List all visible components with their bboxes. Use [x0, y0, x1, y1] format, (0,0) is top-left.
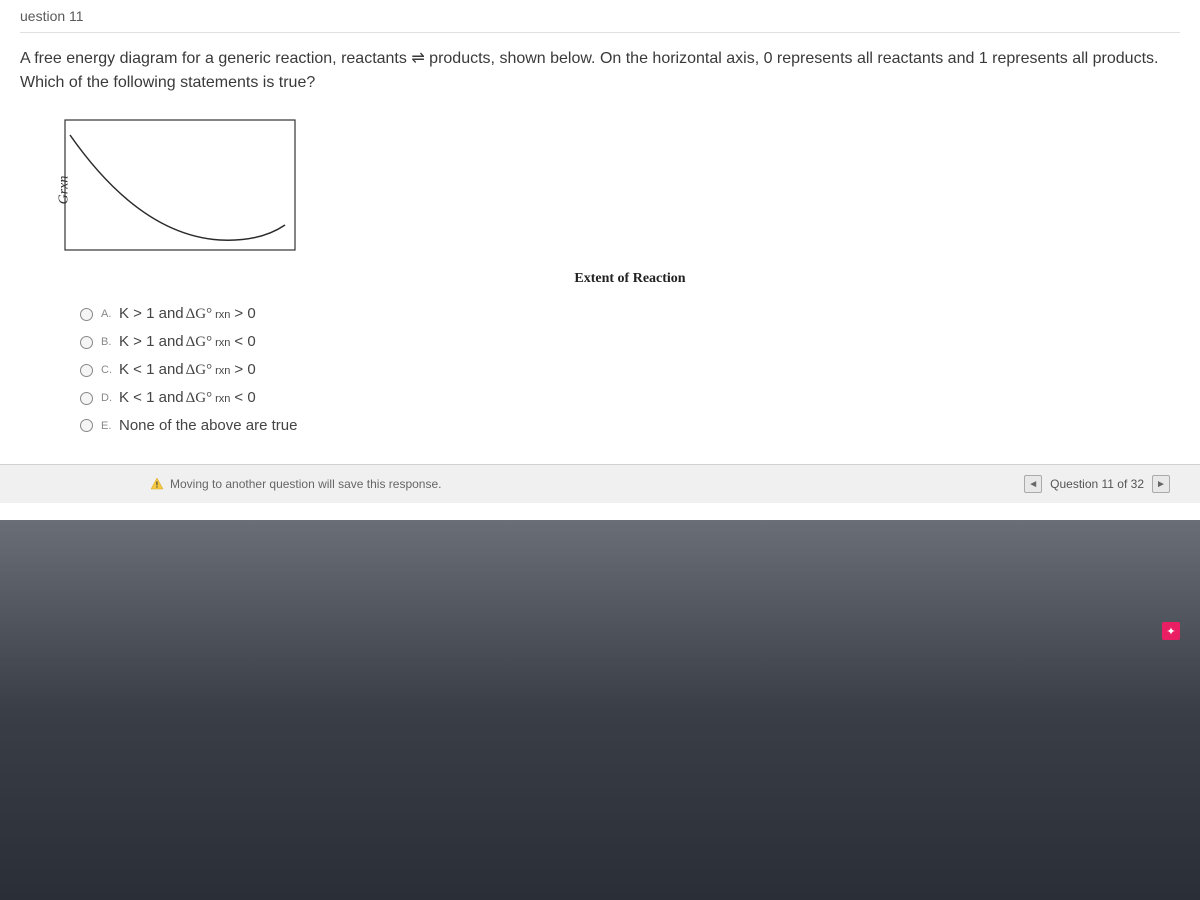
footer-progress: ◄ Question 11 of 32 ► [1024, 475, 1170, 493]
option-text-a: K > 1 and ΔG°rxn > 0 [119, 305, 256, 323]
option-c[interactable]: C. K < 1 and ΔG°rxn > 0 [80, 361, 1180, 379]
option-a[interactable]: A. K > 1 and ΔG°rxn > 0 [80, 305, 1180, 323]
option-letter-a: A. [101, 308, 115, 320]
option-text-b: K > 1 and ΔG°rxn < 0 [119, 333, 256, 351]
energy-curve [70, 135, 285, 240]
question-number-header: uestion 11 [20, 0, 1180, 33]
option-letter-c: C. [101, 364, 115, 376]
footer-save-notice: ! Moving to another question will save t… [150, 477, 441, 491]
prev-question-button[interactable]: ◄ [1024, 475, 1042, 493]
radio-b[interactable] [80, 336, 93, 349]
desktop-background [0, 520, 1200, 900]
notification-icon[interactable]: ✦ [1162, 622, 1180, 640]
option-letter-e: E. [101, 420, 115, 432]
diagram-border [65, 120, 295, 250]
radio-c[interactable] [80, 364, 93, 377]
option-text-c: K < 1 and ΔG°rxn > 0 [119, 361, 256, 379]
progress-text: Question 11 of 32 [1050, 477, 1144, 491]
option-d[interactable]: D. K < 1 and ΔG°rxn < 0 [80, 389, 1180, 407]
next-question-button[interactable]: ► [1152, 475, 1170, 493]
radio-e[interactable] [80, 419, 93, 432]
option-text-d: K < 1 and ΔG°rxn < 0 [119, 389, 256, 407]
diagram-container: Grxn Extent of Reaction [60, 115, 1180, 287]
question-prompt: A free energy diagram for a generic reac… [20, 33, 1180, 115]
question-text-part1: A free energy diagram for a generic reac… [20, 50, 411, 67]
footer-bar: ! Moving to another question will save t… [0, 464, 1200, 503]
answer-options: A. K > 1 and ΔG°rxn > 0 B. K > 1 and ΔG°… [80, 305, 1180, 434]
radio-d[interactable] [80, 392, 93, 405]
save-message: Moving to another question will save thi… [170, 477, 441, 491]
svg-text:!: ! [156, 481, 159, 490]
option-b[interactable]: B. K > 1 and ΔG°rxn < 0 [80, 333, 1180, 351]
diagram-svg [60, 115, 300, 255]
warning-icon: ! [150, 477, 164, 491]
question-container: uestion 11 A free energy diagram for a g… [0, 0, 1200, 533]
option-letter-b: B. [101, 336, 115, 348]
option-letter-d: D. [101, 392, 115, 404]
free-energy-diagram: Grxn [60, 115, 320, 265]
option-e[interactable]: E. None of the above are true [80, 417, 1180, 434]
radio-a[interactable] [80, 308, 93, 321]
x-axis-label: Extent of Reaction [80, 271, 1180, 287]
equilibrium-symbol: ⇌ [411, 50, 424, 67]
option-text-e: None of the above are true [119, 417, 297, 434]
y-axis-label: Grxn [56, 176, 72, 205]
